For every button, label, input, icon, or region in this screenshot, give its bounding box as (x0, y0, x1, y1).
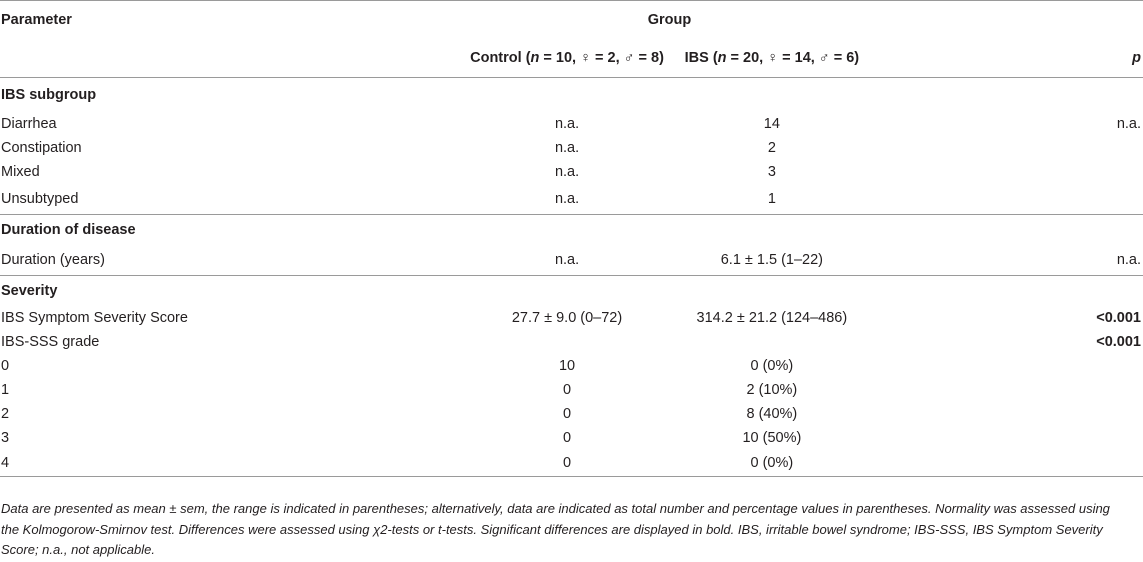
control-value: n.a. (464, 184, 670, 215)
p-value-significant: <0.001 (1096, 334, 1141, 350)
row-label: Mixed (1, 164, 40, 180)
row-label: 3 (1, 430, 10, 446)
table-row: IBS Symptom Severity Score 27.7 ± 9.0 (0… (0, 306, 1143, 330)
control-value: n.a. (554, 116, 580, 132)
header-row-2: Control (n = 10, ♀ = 2, ♂ = 8) IBS (n = … (0, 39, 1143, 78)
table-row: 2 0 8 (40%) (0, 402, 1143, 426)
section-label: Severity (1, 283, 58, 299)
control-value: n.a. (554, 164, 580, 180)
control-value: n.a. (464, 245, 670, 276)
row-label: 2 (1, 406, 10, 422)
table-row: Unsubtyped n.a. 1 (0, 184, 1143, 215)
control-value: 0 (464, 450, 670, 477)
header-parameter: Parameter (0, 0, 465, 39)
ibs-value (669, 330, 874, 354)
section-label: Duration of disease (1, 222, 136, 238)
table-row: 3 0 10 (50%) (0, 426, 1143, 450)
row-label: IBS Symptom Severity Score (1, 310, 188, 326)
table-row: Diarrhea n.a. 14 n.a. (0, 112, 1143, 136)
header-control: Control (n = 10, ♀ = 2, ♂ = 8) (464, 39, 670, 78)
table-row: 1 0 2 (10%) (0, 378, 1143, 402)
ibs-n: n (717, 50, 727, 66)
table-row: 4 0 0 (0%) (0, 450, 1143, 477)
control-value (465, 330, 670, 354)
control-value: n.a. (554, 140, 580, 156)
row-label: Constipation (1, 140, 82, 156)
p-value (874, 378, 1143, 402)
control-value: 10 (558, 358, 576, 374)
row-label: IBS-SSS grade (1, 334, 100, 350)
section-severity: Severity (0, 276, 1143, 307)
section-ibs-subgroup: IBS subgroup (0, 78, 1143, 113)
p-value (874, 426, 1143, 450)
p-value: n.a. (1116, 116, 1141, 132)
p-label: p (1132, 50, 1141, 66)
p-value-significant: <0.001 (1096, 310, 1141, 326)
ibs-value: 0 (0%) (750, 358, 794, 374)
ibs-value: 314.2 ± 21.2 (124–486) (696, 310, 848, 326)
control-n: n (530, 50, 540, 66)
section-duration: Duration of disease (0, 215, 1143, 246)
row-label: 1 (1, 382, 10, 398)
ibs-value: 0 (0%) (669, 450, 875, 477)
p-value (874, 402, 1143, 426)
section-label: IBS subgroup (1, 87, 97, 103)
row-label: 0 (1, 358, 10, 374)
control-value: 0 (562, 382, 572, 398)
control-value: 0 (562, 430, 572, 446)
ibs-value: 1 (669, 184, 875, 215)
ibs-value: 8 (40%) (746, 406, 798, 422)
p-value (874, 184, 1143, 215)
p-value (874, 136, 1143, 160)
ibs-value: 14 (763, 116, 780, 132)
table-footnote: Data are presented as mean ± sem, the ra… (1, 501, 1110, 557)
p-value (874, 450, 1143, 477)
ibs-value: 10 (50%) (742, 430, 802, 446)
table-row: 0 10 0 (0%) (0, 354, 1143, 378)
ibs-value: 2 (10%) (746, 382, 798, 398)
ibs-post: = 20, ♀ = 14, ♂ = 6) (726, 50, 860, 66)
header-group: Group (464, 0, 875, 39)
row-label: 4 (0, 450, 465, 477)
row-label: Unsubtyped (0, 184, 465, 215)
header-p: p (874, 39, 1143, 78)
ibs-value: 6.1 ± 1.5 (1–22) (669, 245, 875, 276)
header-empty (874, 0, 1143, 39)
p-value: n.a. (874, 245, 1143, 276)
header-blank (0, 39, 465, 78)
ibs-value: 2 (767, 140, 776, 156)
control-pre: Control ( (470, 50, 531, 66)
row-label: Diarrhea (1, 116, 57, 132)
table-row: Constipation n.a. 2 (0, 136, 1143, 160)
row-label: Duration (years) (0, 245, 465, 276)
ibs-pre: IBS ( (684, 50, 718, 66)
control-value: 0 (562, 406, 572, 422)
p-value (874, 160, 1143, 184)
table-row: Duration (years) n.a. 6.1 ± 1.5 (1–22) n… (0, 245, 1143, 276)
control-post: = 10, ♀ = 2, ♂ = 8) (539, 50, 664, 66)
table-row: Mixed n.a. 3 (0, 160, 1143, 184)
header-row-1: Parameter Group (0, 0, 1143, 39)
header-ibs: IBS (n = 20, ♀ = 14, ♂ = 6) (669, 39, 875, 78)
p-value (874, 354, 1143, 378)
table-row: IBS-SSS grade <0.001 (0, 330, 1143, 354)
data-table: Parameter Group Control (n = 10, ♀ = 2, … (0, 0, 1143, 477)
control-value: 27.7 ± 9.0 (0–72) (511, 310, 623, 326)
ibs-value: 3 (767, 164, 776, 180)
